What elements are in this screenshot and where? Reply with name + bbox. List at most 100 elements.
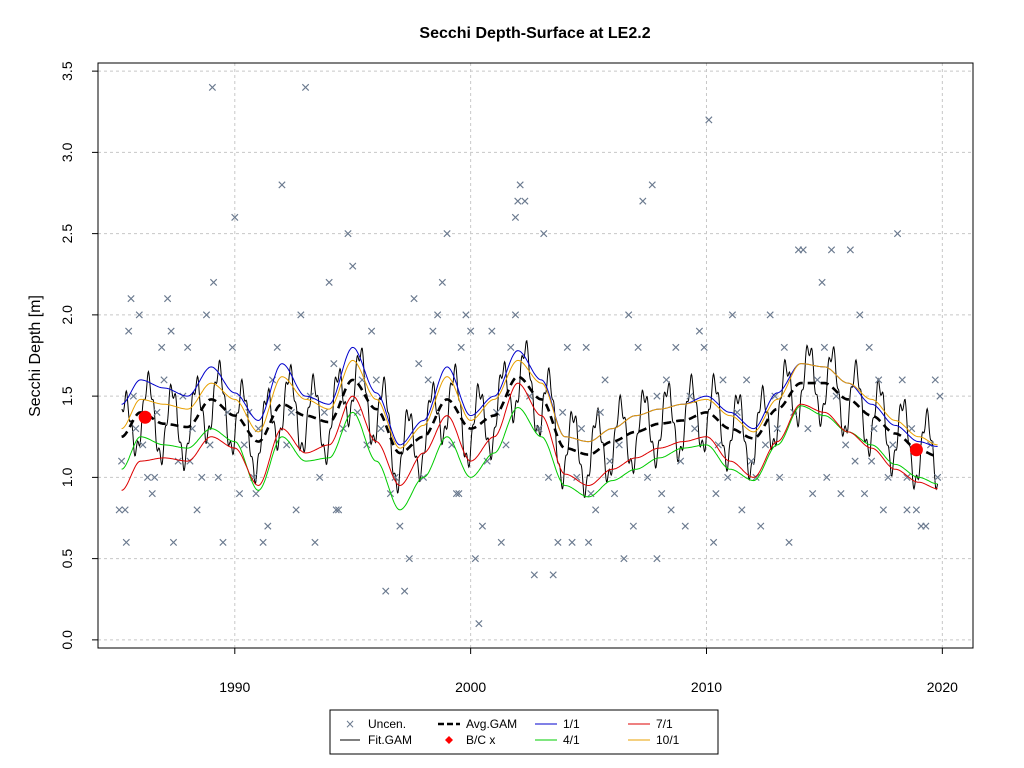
observation-point [264,522,272,530]
observation-point [728,311,737,319]
legend-7-1-label: 7/1 [656,717,673,731]
observation-point [273,343,281,351]
observation-point [653,555,661,563]
observation-point [507,343,515,351]
observation-point [818,278,826,286]
observation-point [643,473,652,481]
observation-point [530,571,538,579]
y-tick-label: 0.5 [59,549,75,569]
observation-point [700,343,708,351]
observation-point [511,213,520,221]
y-tick-label: 3.0 [59,142,75,162]
observation-point [283,441,291,449]
observation-point [799,246,807,254]
observation-point [719,376,727,384]
observation-point [235,490,244,498]
observation-point [516,181,524,189]
observation-point [139,441,147,449]
observation-point [785,538,793,546]
observation-point [325,278,333,286]
observation-point [879,506,887,514]
observation-point [344,230,352,238]
observation-point [752,473,760,481]
legend-bc-label: B/C x [466,733,495,747]
fit-gam-line [121,339,939,499]
observation-point [653,392,661,400]
observation-point [884,473,892,481]
observation-point [540,230,548,238]
observation-point [278,181,286,189]
observation-point [771,392,779,400]
observation-point [596,408,604,416]
observation-point [526,392,534,400]
observation-point [554,538,562,546]
observation-point [738,506,746,514]
observation-point [912,506,920,514]
observation-point [610,490,619,498]
observation-point [455,490,463,498]
observation-point [410,295,418,303]
observation-point [889,441,897,449]
observation-point [117,457,126,465]
observation-point [448,441,456,449]
fit-gam-layer [121,339,939,499]
x-tick-label: 2000 [455,679,486,695]
observation-point [443,230,451,238]
observation-point [483,457,491,465]
observation-point [122,538,130,546]
y-tick-label: 1.5 [59,386,75,406]
legend-bc-symbol [445,736,453,744]
observation-point [827,246,836,254]
observation-point [625,311,633,319]
observation-point [193,506,201,514]
observation-point [804,425,812,433]
series-line-7-1 [121,382,938,491]
observation-point [214,473,222,481]
observation-point [158,343,166,351]
y-tick-label: 3.5 [59,61,75,81]
observation-point [184,343,192,351]
observation-point [761,441,770,449]
legend-10-1-label: 10/1 [656,733,680,747]
y-tick-label: 2.5 [59,224,75,244]
observation-point [676,457,685,465]
observation-point [582,343,590,351]
observation-point [478,522,487,530]
observation-point [934,473,942,481]
observation-point [228,343,237,351]
observation-point [471,555,479,563]
y-tick-label: 0.0 [59,630,75,650]
chart-title: Secchi Depth-Surface at LE2.2 [419,25,650,42]
observation-point [639,197,647,205]
observation-point [592,506,600,514]
avg-gam-line [121,375,938,458]
observation-point [846,246,854,254]
observation-point [936,392,944,400]
gam-lines [121,346,938,511]
observation-point [467,327,475,335]
observation-point [865,343,873,351]
observation-point [714,441,722,449]
observation-point [143,473,152,481]
observation-point [851,457,859,465]
x-tick-label: 2010 [691,679,722,695]
observation-point [757,522,765,530]
observation-point [709,538,718,546]
observation-point [584,538,593,546]
legend-box [329,709,719,755]
observation-point [931,376,939,384]
legend-fitgam-label: Fit.GAM [368,733,412,747]
observation-point [153,408,161,416]
observation-point [292,506,300,514]
observation-point [563,343,571,351]
observation-point [169,538,178,546]
observation-point [488,327,496,335]
observation-point [129,392,137,400]
observation-point [606,457,614,465]
observation-point [202,311,211,319]
observation-point [297,311,305,319]
observation-point [773,425,781,433]
observation-point [724,473,732,481]
observation-points [115,83,944,628]
